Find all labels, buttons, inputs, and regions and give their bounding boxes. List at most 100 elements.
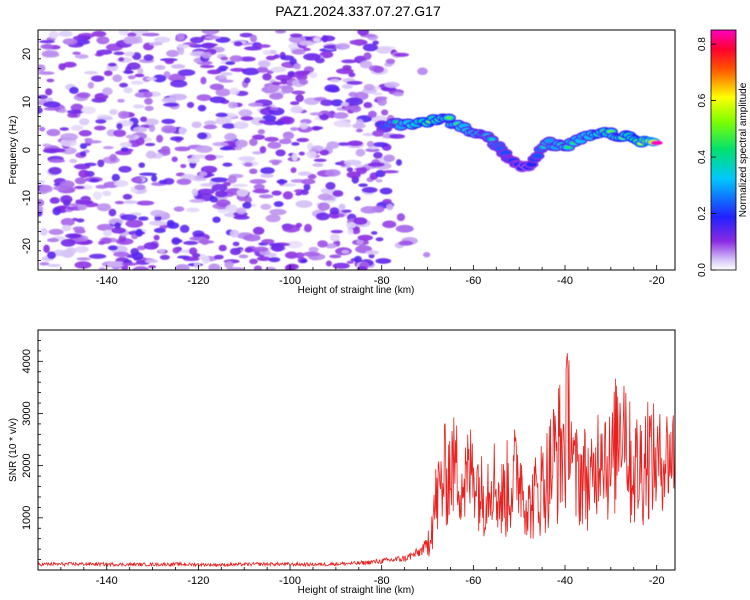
heatmap-noise-cell bbox=[143, 54, 154, 61]
heatmap-noise-cell bbox=[383, 154, 395, 163]
snr-y-tick-label: 4000 bbox=[21, 349, 33, 373]
heatmap-noise-cell bbox=[234, 146, 243, 151]
heatmap-noise-cell bbox=[74, 185, 85, 190]
heatmap-noise-cell bbox=[225, 204, 238, 213]
heatmap-noise-cell bbox=[319, 113, 329, 121]
heatmap-noise-cell bbox=[329, 233, 340, 242]
heatmap-noise-cell bbox=[120, 147, 129, 152]
heatmap-noise-cell bbox=[244, 77, 251, 84]
heatmap-noise-cell bbox=[375, 46, 392, 54]
heatmap-noise-cell bbox=[303, 53, 321, 61]
heatmap-ridge-body bbox=[532, 153, 544, 159]
snr-frame bbox=[37, 329, 676, 571]
heatmap-noise-cell bbox=[49, 197, 60, 204]
figure-title: PAZ1.2024.337.07.27.G17 bbox=[275, 3, 441, 19]
heatmap-noise-cell bbox=[311, 125, 321, 131]
heatmap-noise-cell bbox=[372, 130, 384, 137]
heatmap-noise-cell bbox=[304, 223, 312, 233]
heatmap-ridge-core bbox=[445, 116, 453, 120]
heatmap-noise-cell bbox=[290, 101, 300, 106]
heatmap-noise-cell bbox=[227, 101, 238, 109]
heatmap-noise-cell bbox=[385, 58, 396, 64]
heatmap-noise-cell bbox=[249, 258, 258, 265]
heatmap-noise-cell bbox=[278, 138, 292, 145]
heatmap-noise-cell bbox=[74, 261, 92, 269]
heatmap-noise-cell bbox=[346, 167, 354, 172]
snr-x-tick-label: -80 bbox=[374, 575, 390, 587]
heatmap-noise-cell bbox=[139, 172, 157, 176]
heatmap-noise-cell bbox=[69, 86, 79, 94]
heatmap-noise-cell bbox=[149, 220, 167, 226]
heatmap-noise-cell bbox=[96, 223, 114, 231]
heatmap-noise-cell bbox=[79, 151, 87, 157]
heatmap-noise-cell bbox=[309, 112, 324, 116]
snr-plot-area bbox=[38, 330, 675, 570]
heatmap-noise-cell bbox=[317, 202, 330, 211]
heatmap-noise-cell bbox=[42, 148, 59, 154]
heatmap-noise-cell bbox=[207, 69, 222, 75]
heatmap-noise-cell bbox=[210, 177, 228, 183]
heatmap-noise-cell bbox=[398, 240, 414, 246]
heatmap-noise-cell bbox=[175, 264, 190, 270]
colorbar-gradient bbox=[710, 29, 737, 271]
heatmap-noise-cell bbox=[48, 159, 66, 163]
heatmap-noise-cell bbox=[170, 79, 188, 88]
heatmap-noise-cell bbox=[307, 173, 317, 180]
heatmap-noise-cell bbox=[186, 207, 200, 213]
heatmap-noise-cell bbox=[152, 74, 167, 83]
heatmap-noise-cell bbox=[107, 62, 117, 67]
heatmap-noise-cell bbox=[78, 118, 90, 126]
heatmap-noise-cell bbox=[59, 138, 77, 147]
heatmap-noise-cell bbox=[203, 43, 218, 47]
heatmap-noise-cell bbox=[59, 180, 75, 189]
heatmap-noise-cell bbox=[375, 258, 392, 264]
heatmap-noise-cell bbox=[94, 52, 104, 57]
heatmap-noise-cell bbox=[303, 183, 311, 191]
heatmap-noise-cell bbox=[65, 247, 77, 255]
heatmap-noise-cell bbox=[235, 207, 247, 215]
heatmap-noise-cell bbox=[336, 68, 354, 75]
heatmap-noise-cell bbox=[65, 233, 82, 239]
heatmap-noise-cell bbox=[39, 126, 46, 132]
heatmap-noise-cell bbox=[161, 97, 177, 104]
heatmap-noise-cell bbox=[197, 188, 215, 195]
heatmap-noise-cell bbox=[315, 212, 330, 221]
heatmap-noise-cell bbox=[347, 228, 354, 235]
heatmap-noise-cell bbox=[298, 151, 305, 156]
heatmap-noise-cell bbox=[325, 182, 336, 190]
heatmap-noise-cell bbox=[176, 178, 192, 185]
heatmap-noise-cell bbox=[349, 40, 356, 45]
heatmap-noise-cell bbox=[215, 112, 228, 118]
colorbar: 0.0 0.2 0.4 0.6 0.8 Normalized spectral ampl… bbox=[697, 29, 749, 277]
heatmap-noise-cell bbox=[127, 32, 137, 37]
heatmap-noise-cell bbox=[211, 183, 228, 193]
heatmap-noise-cell bbox=[357, 234, 374, 241]
heatmap-noise-cell bbox=[69, 158, 78, 164]
heatmap-noise-cell bbox=[362, 132, 375, 137]
heatmap-noise-cell bbox=[191, 188, 198, 197]
snr-x-axis-label: Height of straight line (km) bbox=[298, 585, 415, 596]
heatmap-noise-cell bbox=[70, 125, 84, 131]
heatmap-noise-cell bbox=[226, 267, 245, 270]
heatmap-x-tick-label: -120 bbox=[187, 275, 209, 287]
heatmap-noise-cell bbox=[212, 141, 229, 147]
heatmap-noise-cell bbox=[359, 60, 373, 69]
heatmap-noise-cell bbox=[312, 162, 324, 168]
heatmap-noise-cell bbox=[366, 141, 375, 148]
heatmap-noise-cell bbox=[353, 255, 362, 263]
heatmap-noise-cell bbox=[372, 92, 383, 96]
heatmap-noise-cell bbox=[209, 96, 226, 104]
heatmap-noise-cell bbox=[238, 109, 253, 117]
heatmap-noise-cell bbox=[46, 78, 55, 83]
heatmap-noise-cell bbox=[199, 64, 215, 69]
heatmap-noise-cell bbox=[113, 180, 129, 187]
heatmap-noise-cell bbox=[382, 198, 392, 204]
heatmap-noise-cell bbox=[295, 94, 304, 103]
heatmap-noise-cell bbox=[166, 222, 180, 229]
heatmap-noise-cell bbox=[72, 51, 81, 55]
heatmap-noise-cell bbox=[269, 208, 287, 216]
heatmap-noise-cell bbox=[373, 151, 383, 159]
snr-panel: -140 -120 -100 -80 -60 -40 -20 1000 2000 3000 400… bbox=[8, 329, 676, 596]
heatmap-noise-cell bbox=[200, 165, 218, 174]
heatmap-noise-cell bbox=[291, 90, 306, 95]
